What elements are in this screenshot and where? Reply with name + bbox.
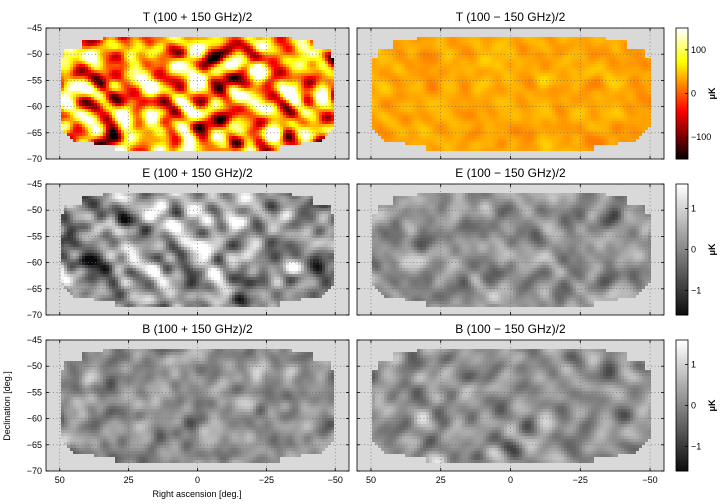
- x-tick-label: 0: [195, 475, 200, 485]
- colorbar-tick-label: 0: [691, 245, 696, 255]
- y-tick-label: −45: [27, 179, 42, 189]
- colorbar-tick-label: 0: [691, 401, 696, 411]
- y-tick-label: −50: [27, 49, 42, 59]
- y-tick-label: −70: [27, 466, 42, 476]
- colorbar-tick-label: −1: [691, 441, 701, 451]
- colorbar-tick-label: 0: [691, 89, 696, 99]
- x-tick-label: −50: [328, 475, 343, 485]
- panel-B-diff: 50 25 0 −25 −50 B (100 − 150 GHz)/2: [356, 322, 665, 485]
- y-tick-label: −60: [27, 258, 42, 268]
- y-tick-label: −65: [27, 440, 42, 450]
- y-tick-label: −70: [27, 310, 42, 320]
- y-axis-label: Declination [deg.]: [2, 371, 12, 441]
- x-tick-label: 25: [124, 475, 134, 485]
- sky-map: [61, 349, 334, 463]
- sky-map: [61, 193, 334, 307]
- y-tick-label: −55: [27, 387, 42, 397]
- panel-T-sum: −45 −50 −55 −60 −65 −70 T (100 + 150 GHz)/2: [27, 10, 350, 164]
- y-tick-label: −65: [27, 128, 42, 138]
- y-tick-label: −55: [27, 231, 42, 241]
- panel-E-sum: −45 −50 −55 −60 −65 −70 E (100 + 150 GHz)/2: [27, 166, 350, 320]
- x-tick-label: 50: [366, 475, 376, 485]
- panel-E-diff: E (100 − 150 GHz)/2: [356, 166, 665, 316]
- panel-title: E (100 + 150 GHz)/2: [142, 166, 253, 180]
- colorbar-unit: μK: [707, 243, 717, 256]
- y-tick-label: −50: [27, 205, 42, 215]
- colorbar-tick-label: −1: [691, 285, 701, 295]
- panel-title: T (100 − 150 GHz)/2: [456, 10, 566, 24]
- y-tick-label: −45: [27, 23, 42, 33]
- y-tick-label: −45: [27, 335, 42, 345]
- y-tick-label: −50: [27, 361, 42, 371]
- colorbar-unit: μK: [707, 399, 717, 412]
- panel-title: B (100 + 150 GHz)/2: [142, 322, 253, 336]
- panel-T-diff: T (100 − 150 GHz)/2: [356, 10, 665, 160]
- y-tick-label: −65: [27, 284, 42, 294]
- panel-title: T (100 + 150 GHz)/2: [143, 10, 253, 24]
- colorbar-B: 1 0 −1 μK: [675, 339, 717, 472]
- x-tick-label: −25: [573, 475, 588, 485]
- x-tick-label: −25: [259, 475, 274, 485]
- y-tick-label: −60: [27, 414, 42, 424]
- y-tick-label: −55: [27, 75, 42, 85]
- colorbar-tick-label: 1: [691, 204, 696, 214]
- colorbar-tick-label: −100: [691, 132, 711, 142]
- colorbar-tick-label: 1: [691, 360, 696, 370]
- colorbar-T: 100 0 −100 μK: [675, 27, 717, 160]
- x-tick-label: 50: [55, 475, 65, 485]
- y-tick-label: −60: [27, 102, 42, 112]
- panel-B-sum: −45 −50 −55 −60 −65 −70 50 25 0 −25 −50 B (100 + 15…: [27, 322, 350, 485]
- colorbar-unit: μK: [707, 87, 717, 100]
- panel-title: E (100 − 150 GHz)/2: [455, 166, 566, 180]
- x-tick-label: 25: [436, 475, 446, 485]
- panel-title: B (100 − 150 GHz)/2: [455, 322, 566, 336]
- x-axis-label: Right ascension [deg.]: [152, 489, 241, 499]
- x-tick-label: 0: [508, 475, 513, 485]
- y-tick-label: −70: [27, 154, 42, 164]
- colorbar-E: 1 0 −1 μK: [675, 183, 717, 316]
- colorbar-tick-label: 100: [691, 45, 706, 55]
- sky-map: [372, 349, 651, 463]
- sky-map: [372, 193, 651, 307]
- x-tick-label: −50: [642, 475, 657, 485]
